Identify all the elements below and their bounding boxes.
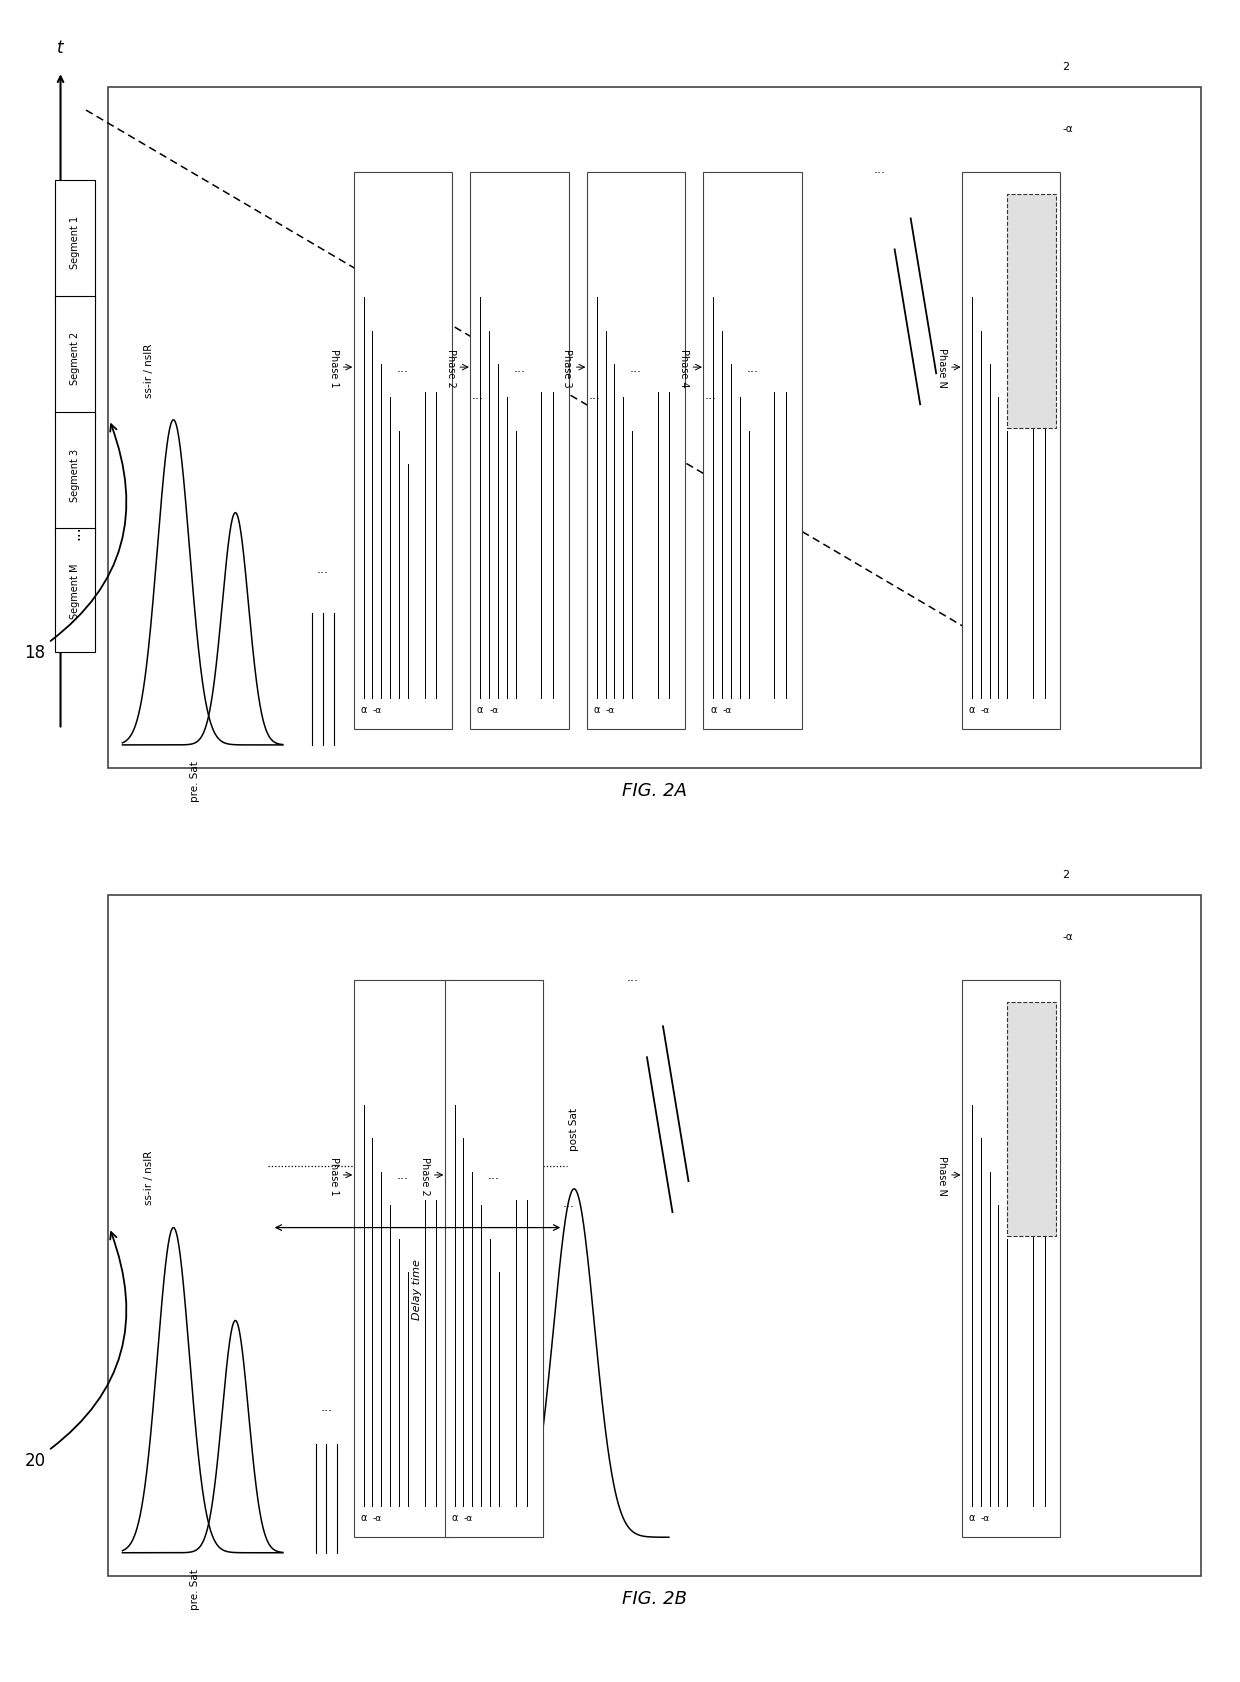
Bar — [470, 173, 569, 730]
Bar — [962, 173, 1060, 730]
Text: 2: 2 — [1063, 870, 1070, 880]
Text: -α: -α — [723, 705, 732, 715]
Text: ...: ... — [320, 1401, 332, 1413]
Bar — [353, 173, 453, 730]
Bar — [587, 173, 686, 730]
Text: α: α — [361, 1512, 367, 1522]
Bar — [353, 981, 453, 1537]
Bar — [55, 180, 95, 304]
Text: ...: ... — [704, 389, 717, 402]
Bar — [445, 981, 543, 1537]
Text: 2: 2 — [1063, 62, 1070, 72]
Bar — [962, 981, 1060, 1537]
Text: -α: -α — [981, 705, 991, 715]
Text: α: α — [477, 705, 484, 715]
Bar — [1007, 1002, 1056, 1236]
Text: ...: ... — [513, 362, 526, 375]
Text: ss-ir / nslR: ss-ir / nslR — [144, 1150, 154, 1204]
Text: ...: ... — [626, 971, 639, 984]
Text: Segment M: Segment M — [71, 563, 81, 619]
Text: Segment 3: Segment 3 — [71, 447, 81, 501]
Text: Phase 1: Phase 1 — [329, 1156, 340, 1194]
Text: -α: -α — [464, 1512, 472, 1522]
Text: α: α — [968, 1512, 975, 1522]
Text: Segment 1: Segment 1 — [71, 215, 81, 269]
Text: Phase 1: Phase 1 — [329, 348, 340, 387]
Text: ...: ... — [630, 362, 642, 375]
Text: -α: -α — [606, 705, 615, 715]
Text: FIG. 2B: FIG. 2B — [621, 1589, 687, 1606]
Text: α: α — [361, 705, 367, 715]
Text: α: α — [711, 705, 717, 715]
Bar — [55, 528, 95, 653]
Bar — [55, 296, 95, 420]
Text: ...: ... — [588, 389, 600, 402]
Text: -α: -α — [490, 705, 498, 715]
Bar — [55, 412, 95, 537]
Text: Segment 2: Segment 2 — [71, 331, 81, 385]
Text: -α: -α — [1063, 932, 1073, 942]
Text: -α: -α — [1063, 124, 1073, 135]
Text: Phase 3: Phase 3 — [562, 348, 573, 387]
Bar — [703, 173, 802, 730]
Text: Phase 2: Phase 2 — [445, 348, 456, 387]
Bar — [108, 895, 1200, 1576]
Text: α: α — [451, 1512, 458, 1522]
Text: ...: ... — [397, 1169, 409, 1182]
Text: -α: -α — [373, 1512, 382, 1522]
Text: -α: -α — [981, 1512, 991, 1522]
Text: pre. Sat: pre. Sat — [190, 1568, 201, 1610]
Text: Phase N: Phase N — [937, 348, 947, 389]
Text: Phase N: Phase N — [937, 1156, 947, 1196]
Text: pre. Sat: pre. Sat — [190, 760, 201, 802]
Text: FIG. 2A: FIG. 2A — [621, 782, 687, 799]
Text: 18: 18 — [25, 426, 126, 661]
Text: Phase 2: Phase 2 — [420, 1156, 430, 1194]
Bar — [1007, 195, 1056, 429]
Text: ...: ... — [1006, 1169, 1017, 1182]
Text: Delay time: Delay time — [413, 1258, 423, 1320]
Text: $t$: $t$ — [56, 39, 64, 57]
Text: Phase 4: Phase 4 — [678, 348, 689, 387]
Text: -α: -α — [373, 705, 382, 715]
Text: ...: ... — [316, 562, 329, 575]
Text: ...: ... — [1006, 362, 1017, 375]
Text: ...: ... — [563, 1196, 574, 1209]
Text: ...: ... — [874, 163, 887, 177]
Text: post Sat: post Sat — [569, 1107, 579, 1150]
Bar — [108, 87, 1200, 769]
Text: ss-ir / nslR: ss-ir / nslR — [144, 343, 154, 397]
Text: 20: 20 — [25, 1233, 126, 1468]
Text: ...: ... — [397, 362, 409, 375]
Text: ...: ... — [746, 362, 759, 375]
Text: ...: ... — [489, 1169, 500, 1182]
Text: α: α — [594, 705, 600, 715]
Text: ...: ... — [68, 525, 83, 540]
Text: ...: ... — [471, 389, 484, 402]
Text: α: α — [968, 705, 975, 715]
